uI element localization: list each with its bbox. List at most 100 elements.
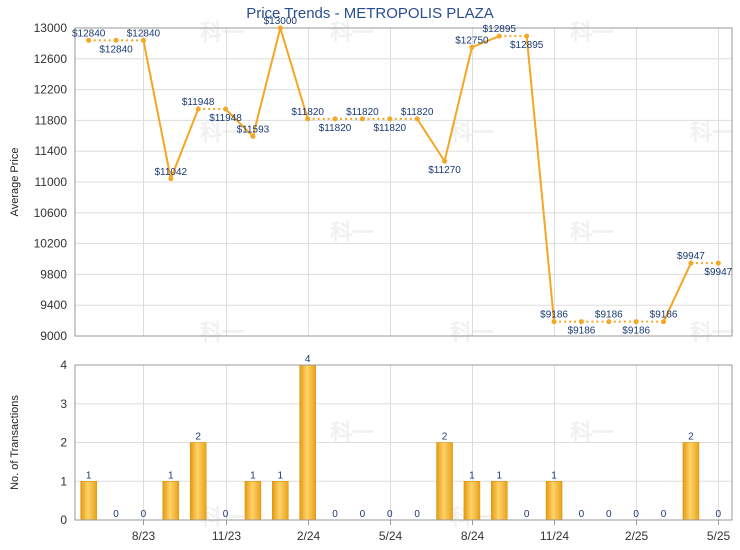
watermark: 科一 (690, 121, 734, 146)
data-label: $11820 (373, 123, 406, 134)
data-point (140, 37, 146, 43)
data-point (469, 44, 475, 50)
watermark: 科一 (200, 121, 244, 146)
bar (189, 442, 207, 521)
data-label: $12840 (127, 28, 161, 39)
y-axis-title: Average Price (9, 148, 21, 217)
y-tick-label: 2 (60, 436, 67, 450)
plot-frame (74, 27, 733, 337)
data-label: $9186 (595, 310, 623, 321)
series-line-segment (224, 108, 254, 138)
bar-value-label: 1 (278, 470, 284, 481)
bar-value-label: 1 (469, 470, 475, 481)
data-label: $11948 (182, 97, 215, 108)
data-point (250, 133, 256, 139)
bar-value-label: 0 (414, 509, 420, 520)
bar-value-label: 0 (360, 509, 366, 520)
watermark: 科一 (570, 421, 614, 446)
watermark: 科一 (330, 421, 374, 446)
plot-frame (74, 364, 733, 521)
x-tick-label: 11/24 (540, 529, 569, 543)
data-point (578, 319, 584, 325)
series-line-segment (662, 262, 692, 323)
data-label: $11820 (319, 123, 352, 134)
series-line-segment (471, 35, 500, 49)
bar (244, 481, 262, 521)
data-label: $9186 (568, 326, 596, 337)
data-point (442, 158, 448, 164)
data-label: $12895 (483, 24, 517, 35)
watermark: 科一 (570, 21, 614, 46)
data-label: $9186 (622, 326, 650, 337)
y-tick-label: 11000 (35, 175, 68, 189)
data-label: $11820 (346, 107, 379, 118)
bar-value-label: 1 (168, 470, 174, 481)
series-line-segment (142, 40, 172, 179)
x-tick-label: 5/24 (379, 529, 403, 543)
x-tick-label: 11/23 (212, 529, 241, 543)
data-point (277, 25, 283, 31)
y-axis-title: No. of Transactions (9, 395, 21, 490)
data-label: $9947 (704, 267, 732, 278)
bar-value-label: 0 (661, 509, 667, 520)
watermark: 科一 (200, 321, 244, 346)
series-line-segment (525, 35, 556, 322)
bar (162, 481, 180, 521)
bar-value-label: 0 (332, 509, 338, 520)
data-label: $11042 (154, 167, 187, 178)
y-tick-label: 1 (60, 474, 67, 488)
bar (272, 481, 289, 521)
x-tick-label: 2/24 (297, 529, 321, 543)
bar (436, 442, 453, 521)
bar-value-label: 0 (113, 509, 119, 520)
y-tick-label: 11800 (35, 113, 68, 127)
x-tick-label: 8/24 (461, 529, 485, 543)
data-point (195, 106, 201, 112)
data-point (305, 116, 311, 122)
bar-value-label: 0 (716, 509, 722, 520)
y-tick-label: 9000 (40, 329, 67, 343)
data-point (661, 319, 667, 325)
y-tick-label: 4 (60, 358, 67, 372)
y-tick-label: 0 (60, 513, 67, 527)
y-tick-label: 11400 (35, 144, 68, 158)
y-tick-label: 10600 (34, 206, 68, 220)
series-line-segment (416, 118, 446, 162)
bar-value-label: 0 (579, 509, 585, 520)
bar-value-label: 4 (305, 354, 311, 365)
watermark: 科一 (690, 321, 734, 346)
bar-value-label: 0 (387, 509, 393, 520)
bar (545, 481, 563, 521)
data-point (551, 319, 557, 325)
data-point (715, 260, 721, 266)
bar-value-label: 2 (688, 432, 694, 443)
data-point (524, 33, 530, 39)
y-tick-label: 13000 (34, 21, 68, 35)
bar-value-label: 1 (86, 470, 92, 481)
bar-value-label: 0 (633, 509, 639, 520)
data-point (496, 33, 502, 39)
bar-value-label: 0 (524, 509, 530, 520)
data-label: $12840 (99, 44, 133, 55)
data-label: $11820 (401, 107, 434, 118)
bar (682, 442, 700, 521)
series-line-segment (251, 27, 282, 137)
data-label: $11270 (428, 165, 461, 176)
bar (299, 364, 316, 521)
watermark: 科一 (200, 21, 244, 46)
data-label: $9186 (540, 310, 568, 321)
bar (80, 481, 97, 521)
data-label: $13000 (264, 16, 298, 27)
x-tick-label: 2/25 (625, 529, 649, 543)
bar-value-label: 0 (223, 509, 229, 520)
bar-value-label: 1 (497, 470, 503, 481)
watermark: 科一 (330, 21, 374, 46)
data-label: $9186 (650, 310, 678, 321)
data-point (359, 116, 365, 122)
y-tick-label: 10200 (34, 237, 68, 251)
data-label: $12750 (455, 35, 489, 46)
data-point (113, 37, 119, 43)
series-line-segment (169, 108, 200, 180)
watermark: 科一 (570, 221, 614, 246)
y-tick-label: 3 (60, 397, 67, 411)
